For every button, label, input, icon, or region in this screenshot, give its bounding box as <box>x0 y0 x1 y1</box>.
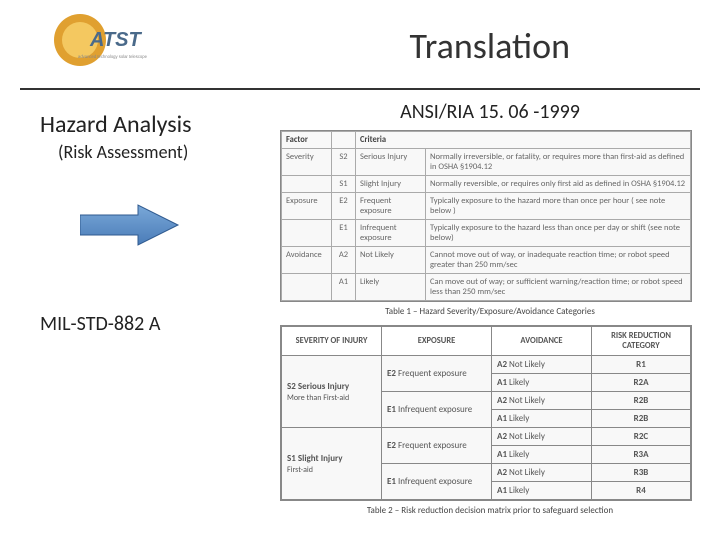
svg-text:advanced technology solar tele: advanced technology solar telescope <box>78 54 148 59</box>
left-column: Hazard Analysis (Risk Assessment) MIL-ST… <box>40 110 260 336</box>
slide-title: Translation <box>410 24 571 68</box>
header: ATST advanced technology solar telescope… <box>20 0 700 90</box>
table-2: SEVERITY OF INJURYEXPOSUREAVOIDANCERISK … <box>280 325 692 501</box>
arrow-icon <box>80 203 260 252</box>
hazard-analysis-title: Hazard Analysis <box>40 110 260 139</box>
right-column: ANSI/RIA 15. 06 -1999 FactorCriteriaSeve… <box>280 100 700 524</box>
atst-logo: ATST advanced technology solar telescope <box>50 10 170 70</box>
ansi-title: ANSI/RIA 15. 06 -1999 <box>280 100 700 124</box>
svg-text:ATST: ATST <box>89 29 143 51</box>
table-1: FactorCriteriaSeverityS2Serious InjuryNo… <box>280 130 692 302</box>
mil-std-label: MIL-STD-882 A <box>40 312 260 336</box>
table-2-caption: Table 2 – Risk reduction decision matrix… <box>280 505 700 516</box>
risk-assessment-sub: (Risk Assessment) <box>58 141 260 163</box>
table-1-caption: Table 1 – Hazard Severity/Exposure/Avoid… <box>280 306 700 317</box>
